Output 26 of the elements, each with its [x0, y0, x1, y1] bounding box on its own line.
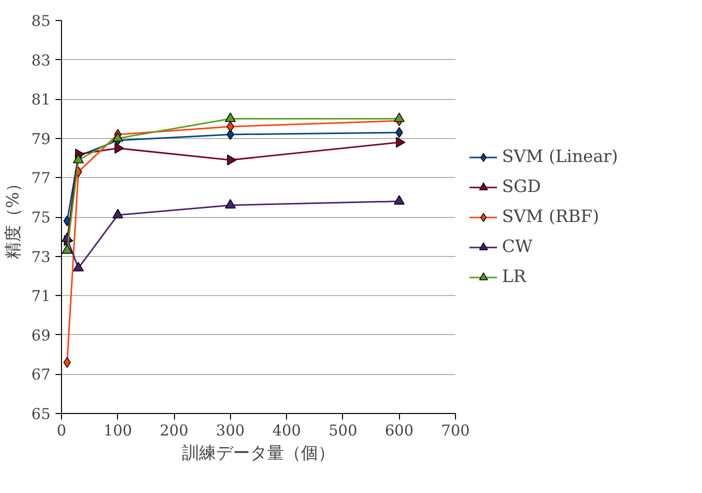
x-tick-label: 0 — [56, 422, 66, 440]
legend-label: SVM (RBF) — [502, 206, 600, 226]
y-tick-label: 69 — [31, 326, 51, 344]
x-tick-label: 600 — [384, 422, 414, 440]
y-tick-label: 73 — [31, 248, 51, 266]
legend-label: SVM (Linear) — [502, 146, 618, 166]
x-tick-label: 700 — [441, 422, 470, 440]
y-tick-label: 65 — [31, 405, 51, 423]
legend-label: SGD — [502, 176, 541, 196]
y-tick-label: 67 — [31, 366, 51, 384]
legend-label: LR — [502, 266, 526, 286]
y-tick-label: 81 — [31, 90, 51, 109]
x-tick-label: 400 — [272, 422, 301, 440]
y-tick-label: 85 — [31, 12, 51, 30]
x-tick-label: 300 — [216, 422, 245, 440]
x-tick-label: 200 — [160, 422, 188, 440]
x-axis-title: 訓練データ量（個） — [182, 444, 335, 464]
x-tick-label: 500 — [328, 422, 358, 440]
y-tick-label: 77 — [31, 169, 51, 188]
y-axis-title: 精度（%） — [3, 174, 24, 260]
y-tick-label: 75 — [31, 208, 51, 226]
y-tick-label: 71 — [31, 287, 51, 306]
y-tick-label: 79 — [31, 130, 51, 148]
x-tick-label: 100 — [103, 422, 132, 440]
legend-label: CW — [502, 236, 532, 256]
y-tick-label: 83 — [31, 51, 51, 70]
